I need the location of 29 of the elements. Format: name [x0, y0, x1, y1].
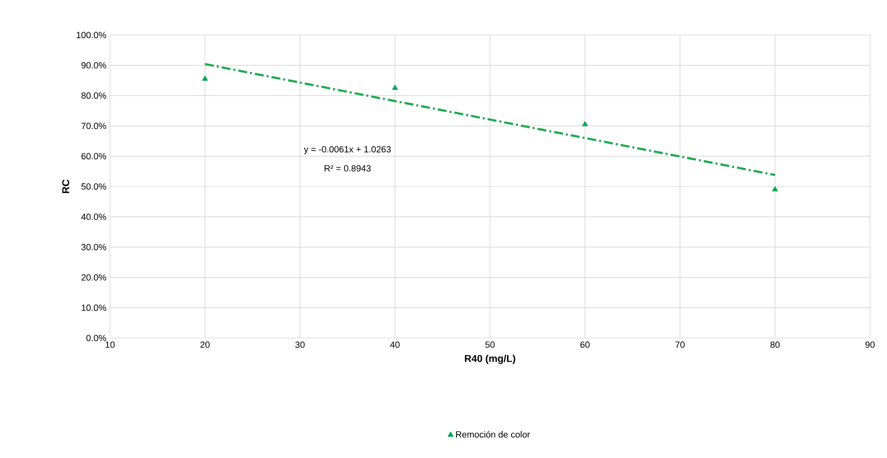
- x-tick-label: 50: [485, 342, 495, 348]
- x-tick-label: 90: [865, 342, 875, 348]
- point: [202, 76, 208, 81]
- y-tick-label: 20.0%: [82, 274, 106, 281]
- y-tick-label: 70.0%: [82, 122, 106, 130]
- y-tick-label: 0.0%: [86, 334, 106, 342]
- y-tick-label: 40.0%: [81, 214, 106, 220]
- x-tick-label: 70: [675, 342, 685, 348]
- y-tick-label: 100.0%: [76, 32, 106, 38]
- annotation: R² = 0.8943: [324, 165, 371, 172]
- point: [772, 186, 778, 192]
- legend-label: Remoción de color: [456, 430, 530, 438]
- point: [392, 84, 398, 90]
- y-tick-label: 90.0%: [81, 62, 106, 68]
- x-tick-label: 30: [295, 342, 305, 348]
- y-tick-label: 50.0%: [81, 183, 106, 190]
- y-tick-label: 30.0%: [81, 244, 106, 250]
- y-tick-label: 10.0%: [82, 304, 106, 311]
- y-tick-label: 80.0%: [81, 92, 106, 99]
- x-axis-title: R40 (mg/L): [464, 354, 516, 364]
- y-axis-title: RC: [62, 180, 70, 194]
- point: [582, 120, 588, 126]
- x-tick-label: 20: [200, 342, 210, 348]
- annotation: y = -0.0061x + 1.0263: [304, 146, 391, 154]
- y-tick-label: 60.0%: [82, 153, 106, 160]
- x-tick-label: 10: [106, 342, 115, 348]
- x-tick-label: 80: [770, 342, 780, 348]
- x-tick-label: 60: [580, 342, 590, 348]
- x-tick-label: 40: [390, 342, 400, 348]
